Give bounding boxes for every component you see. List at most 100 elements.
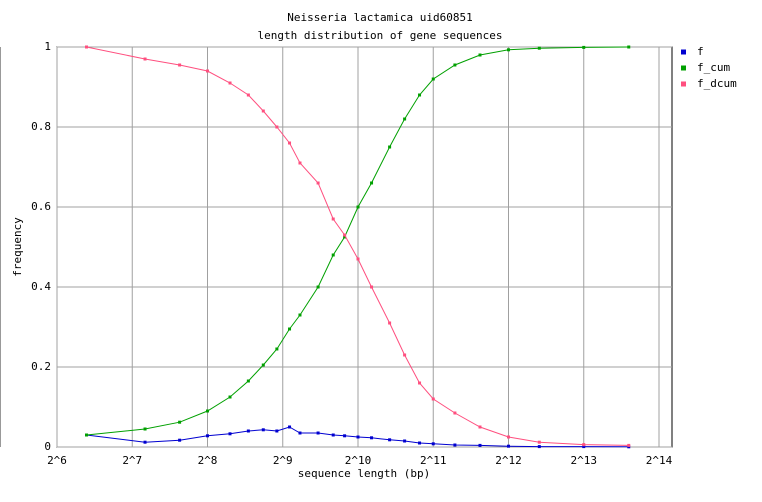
point (343, 233, 347, 237)
point (331, 433, 335, 437)
y-tick-label: 0.4 (31, 280, 51, 293)
point (288, 327, 292, 331)
point (316, 181, 320, 185)
point (261, 363, 265, 367)
point (228, 395, 232, 399)
point (453, 411, 457, 415)
point (246, 429, 250, 433)
chart-title: Neisseria lactamica uid60851 (287, 11, 472, 24)
legend-label: f (697, 45, 704, 58)
point (143, 440, 147, 444)
y-tick-label: 0 (44, 440, 51, 453)
x-tick-label: 2^12 (495, 454, 522, 467)
point (85, 45, 89, 49)
point (403, 117, 407, 121)
point (537, 445, 541, 449)
point (537, 440, 541, 444)
point (275, 429, 279, 433)
legend-marker (681, 81, 686, 87)
point (431, 397, 435, 401)
point (343, 235, 347, 239)
point (298, 313, 302, 317)
x-tick-label: 2^8 (198, 454, 218, 467)
point (178, 438, 182, 442)
point (246, 379, 250, 383)
y-tick-label: 1 (44, 40, 51, 53)
point (246, 93, 250, 97)
point (275, 125, 279, 129)
point (582, 445, 586, 449)
point (228, 81, 232, 85)
y-tick-label: 0.2 (31, 360, 51, 373)
point (143, 57, 147, 61)
point (418, 93, 422, 97)
point (370, 436, 374, 440)
point (507, 48, 510, 52)
point (507, 435, 510, 439)
point (370, 181, 374, 185)
point (178, 420, 182, 424)
point (288, 141, 292, 145)
point (582, 443, 586, 447)
point (537, 46, 541, 50)
point (356, 257, 360, 261)
point (453, 63, 457, 67)
legend-marker (681, 49, 686, 55)
point (298, 431, 302, 435)
point (478, 443, 482, 447)
point (627, 45, 631, 49)
y-axis-label: frequency (11, 217, 24, 277)
legend-label: f_cum (697, 61, 730, 74)
point (356, 435, 360, 439)
x-tick-label: 2^11 (420, 454, 447, 467)
x-tick-label: 2^9 (273, 454, 293, 467)
legend-marker (681, 65, 686, 71)
point (370, 285, 374, 289)
point (261, 109, 265, 113)
plot-frame (56, 46, 673, 448)
point (582, 45, 586, 49)
point (261, 428, 265, 432)
point (431, 442, 435, 446)
x-tick-label: 2^6 (47, 454, 67, 467)
x-tick-label: 2^14 (646, 454, 673, 467)
point (431, 77, 435, 81)
point (143, 427, 147, 431)
point (206, 409, 209, 413)
point (85, 433, 89, 437)
point (478, 53, 482, 57)
x-tick-label: 2^10 (345, 454, 372, 467)
x-tick-label: 2^13 (571, 454, 598, 467)
point (298, 161, 302, 165)
point (388, 321, 392, 325)
point (418, 441, 422, 445)
point (331, 217, 335, 221)
point (206, 434, 209, 438)
point (316, 431, 320, 435)
point (356, 205, 360, 209)
point (228, 432, 232, 436)
point (275, 347, 279, 351)
point (478, 425, 482, 429)
point (343, 434, 347, 438)
chart-subtitle: length distribution of gene sequences (257, 29, 502, 42)
legend-label: f_dcum (697, 77, 737, 90)
point (316, 285, 320, 289)
y-tick-label: 0.6 (31, 200, 51, 213)
point (388, 145, 392, 149)
point (403, 439, 407, 443)
y-tick-label: 0.8 (31, 120, 51, 133)
point (206, 69, 209, 73)
point (288, 425, 292, 429)
point (453, 443, 457, 447)
point (418, 381, 422, 385)
point (403, 353, 407, 357)
point (507, 444, 510, 448)
x-tick-label: 2^7 (122, 454, 142, 467)
point (627, 443, 631, 447)
point (388, 438, 392, 442)
x-axis-label: sequence length (bp) (298, 467, 430, 480)
point (178, 63, 182, 67)
point (331, 253, 335, 257)
